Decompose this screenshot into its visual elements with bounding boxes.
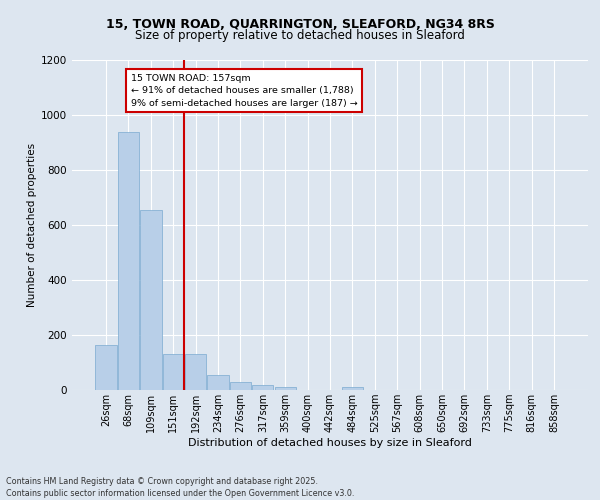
Text: 15 TOWN ROAD: 157sqm
← 91% of detached houses are smaller (1,788)
9% of semi-det: 15 TOWN ROAD: 157sqm ← 91% of detached h…: [131, 74, 358, 108]
Bar: [140, 210, 161, 390]
Text: Contains HM Land Registry data © Crown copyright and database right 2025.
Contai: Contains HM Land Registry data © Crown c…: [6, 476, 355, 498]
X-axis label: Distribution of detached houses by size in Sleaford: Distribution of detached houses by size …: [188, 438, 472, 448]
Bar: [230, 382, 251, 390]
Bar: [163, 354, 184, 390]
Text: Size of property relative to detached houses in Sleaford: Size of property relative to detached ho…: [135, 29, 465, 42]
Text: 15, TOWN ROAD, QUARRINGTON, SLEAFORD, NG34 8RS: 15, TOWN ROAD, QUARRINGTON, SLEAFORD, NG…: [106, 18, 494, 30]
Bar: [275, 387, 296, 390]
Y-axis label: Number of detached properties: Number of detached properties: [27, 143, 37, 307]
Bar: [252, 385, 274, 390]
Bar: [342, 386, 363, 390]
Bar: [95, 344, 117, 390]
Bar: [208, 375, 229, 390]
Bar: [185, 354, 206, 390]
Bar: [118, 132, 139, 390]
